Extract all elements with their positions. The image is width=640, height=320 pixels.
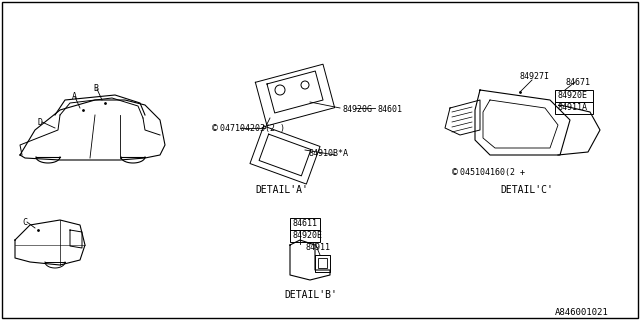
Text: ©: © <box>452 167 458 177</box>
Text: 84920G: 84920G <box>342 105 372 114</box>
Text: D: D <box>37 118 42 127</box>
Text: ©: © <box>212 123 218 133</box>
Text: 84611: 84611 <box>292 219 317 228</box>
Text: B: B <box>93 84 98 93</box>
Text: C: C <box>22 218 27 227</box>
Text: 84927I: 84927I <box>520 72 550 81</box>
Text: 047104203(2 ): 047104203(2 ) <box>220 124 285 133</box>
Text: 84920E: 84920E <box>557 91 587 100</box>
Text: A846001021: A846001021 <box>555 308 609 317</box>
Text: 84671: 84671 <box>565 78 590 87</box>
Text: 045104160(2 +: 045104160(2 + <box>460 168 525 177</box>
Bar <box>318 258 327 268</box>
Bar <box>290 230 320 242</box>
Text: DETAIL'C': DETAIL'C' <box>500 185 553 195</box>
Bar <box>555 90 593 102</box>
Text: A: A <box>72 92 77 101</box>
Bar <box>290 218 320 230</box>
Text: 84911: 84911 <box>305 243 330 252</box>
Text: DETAIL'A': DETAIL'A' <box>255 185 308 195</box>
Text: DETAIL'B': DETAIL'B' <box>284 290 337 300</box>
Text: 84910B*A: 84910B*A <box>308 149 348 158</box>
Bar <box>555 102 593 114</box>
Text: 84911A: 84911A <box>557 103 587 112</box>
Text: 84601: 84601 <box>377 105 402 114</box>
Text: 84920E: 84920E <box>292 231 322 240</box>
